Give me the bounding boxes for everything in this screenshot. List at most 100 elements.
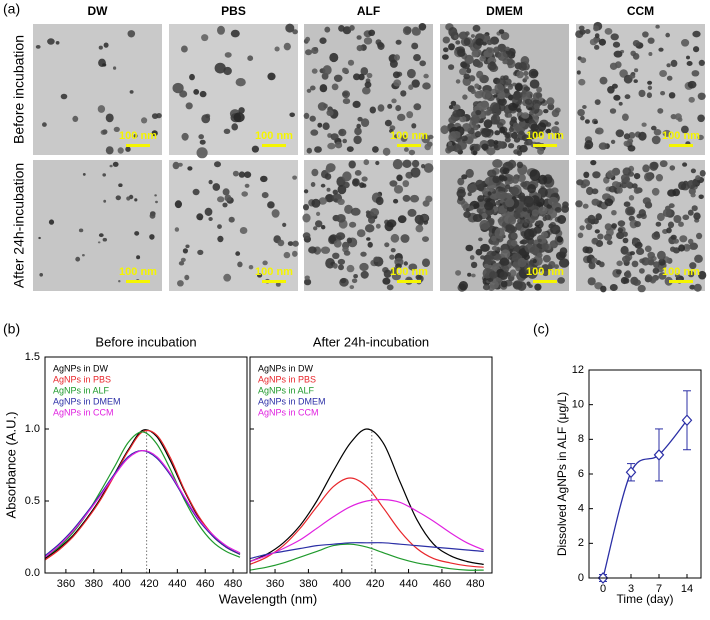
particle — [332, 189, 338, 195]
particle — [149, 213, 156, 219]
particle — [261, 192, 269, 199]
particle — [125, 146, 131, 152]
particle — [551, 109, 560, 118]
particle — [316, 211, 321, 216]
particle — [689, 242, 698, 250]
particle — [174, 200, 182, 209]
particle — [487, 169, 497, 178]
particle — [512, 92, 521, 100]
x-tick-label: 420 — [366, 578, 384, 590]
particle — [411, 159, 420, 168]
particle — [387, 103, 393, 109]
particle — [365, 210, 371, 215]
particle — [174, 227, 180, 232]
particle — [505, 198, 515, 208]
particle — [659, 160, 668, 168]
particle — [575, 200, 583, 208]
particle — [342, 138, 348, 144]
particle — [452, 110, 462, 118]
particle — [486, 139, 496, 148]
column-header: PBS — [221, 4, 246, 18]
y-tick-label: 4 — [578, 503, 584, 515]
particle — [155, 200, 158, 204]
y-tick-label: 0.5 — [25, 495, 40, 507]
particle — [302, 213, 311, 223]
particle — [471, 121, 476, 126]
particle — [505, 193, 512, 200]
particle — [651, 232, 661, 240]
particle — [311, 168, 319, 177]
particle — [484, 258, 492, 266]
particle — [578, 78, 586, 86]
particle — [681, 125, 689, 134]
particle — [632, 279, 641, 286]
particle — [356, 35, 362, 40]
particle — [351, 278, 358, 284]
particle — [541, 231, 549, 239]
particle — [622, 113, 629, 121]
particle — [494, 227, 505, 239]
particle — [638, 89, 646, 98]
particle — [633, 79, 638, 83]
particle — [172, 82, 184, 94]
scale-bar — [533, 144, 557, 147]
panel-label: (b) — [3, 321, 20, 337]
x-tick-label: 0 — [600, 583, 606, 595]
particle — [237, 261, 243, 268]
particle — [481, 143, 489, 151]
particle — [647, 37, 655, 44]
particle — [383, 269, 392, 278]
particle — [233, 112, 245, 123]
particle — [136, 255, 141, 260]
particle — [603, 233, 613, 241]
particle — [510, 232, 518, 240]
particle — [185, 102, 193, 110]
particle — [349, 25, 355, 31]
particle — [448, 105, 454, 110]
y-tick-label: 8 — [578, 433, 584, 445]
particle — [342, 91, 348, 97]
particle — [151, 113, 159, 119]
particle — [616, 269, 622, 275]
particle — [682, 214, 690, 221]
particle — [697, 92, 706, 101]
particle — [506, 176, 513, 182]
particle — [462, 123, 472, 132]
particle — [397, 113, 406, 121]
particle — [529, 79, 540, 89]
particle — [527, 184, 536, 194]
particle — [349, 221, 357, 228]
particle — [673, 215, 682, 223]
scale-bar-label: 100 nm — [119, 266, 157, 278]
particle — [304, 278, 312, 286]
particle — [424, 143, 432, 151]
particle — [409, 194, 420, 203]
particle — [141, 117, 148, 124]
particle — [516, 161, 524, 169]
particle — [693, 212, 701, 220]
scale-bar-label: 100 nm — [390, 266, 428, 278]
particle — [493, 254, 502, 261]
particle — [382, 277, 391, 285]
series-line — [249, 498, 484, 563]
plot-frame — [249, 356, 493, 574]
particle — [670, 234, 677, 240]
particle — [609, 284, 618, 291]
particle — [583, 171, 590, 178]
particle — [623, 133, 631, 140]
x-tick-label: 7 — [656, 583, 662, 595]
particle — [340, 278, 347, 284]
particle — [502, 59, 508, 65]
x-tick-label: 400 — [112, 578, 130, 590]
scale-bar — [126, 280, 150, 283]
particle — [343, 250, 351, 256]
particle — [212, 183, 221, 191]
data-point — [653, 449, 665, 461]
particle — [313, 226, 318, 231]
particle — [377, 104, 385, 112]
particle — [327, 142, 336, 150]
particle — [510, 239, 518, 247]
panel-label: (c) — [533, 321, 549, 337]
particle — [389, 180, 398, 187]
particle — [178, 261, 185, 266]
